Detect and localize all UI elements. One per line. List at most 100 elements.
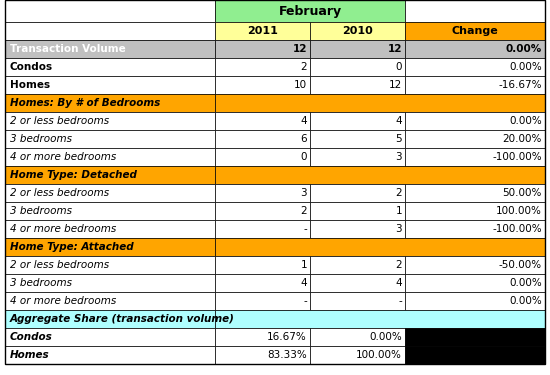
Bar <box>310 202 405 220</box>
Text: Condos: Condos <box>10 332 53 342</box>
Bar <box>215 22 310 40</box>
Text: Condos: Condos <box>10 62 53 72</box>
Bar <box>310 112 405 130</box>
Text: 2: 2 <box>300 206 307 216</box>
Bar <box>5 148 215 166</box>
Bar <box>405 292 545 310</box>
Bar <box>5 40 215 58</box>
Text: 1: 1 <box>395 206 402 216</box>
Bar <box>405 130 545 148</box>
Bar <box>310 58 405 76</box>
Text: 2 or less bedrooms: 2 or less bedrooms <box>10 188 109 198</box>
Bar <box>310 76 405 94</box>
Text: 4 or more bedrooms: 4 or more bedrooms <box>10 152 116 162</box>
Bar <box>310 292 405 310</box>
Bar <box>215 58 310 76</box>
Text: 12: 12 <box>293 44 307 54</box>
Text: 4 or more bedrooms: 4 or more bedrooms <box>10 224 116 234</box>
Bar <box>5 112 215 130</box>
Text: 0.00%: 0.00% <box>509 116 542 126</box>
Bar <box>215 238 545 256</box>
Bar <box>405 220 545 238</box>
Text: 83.33%: 83.33% <box>267 350 307 360</box>
Text: Home Type: Attached: Home Type: Attached <box>10 242 134 252</box>
Text: 50.00%: 50.00% <box>503 188 542 198</box>
Bar <box>405 76 545 94</box>
Text: 2011: 2011 <box>247 26 278 36</box>
Bar <box>5 0 215 22</box>
Text: 100.00%: 100.00% <box>356 350 402 360</box>
Bar <box>215 112 310 130</box>
Bar <box>215 274 310 292</box>
Text: Homes: By # of Bedrooms: Homes: By # of Bedrooms <box>10 98 160 108</box>
Text: 2: 2 <box>395 260 402 270</box>
Bar <box>5 256 215 274</box>
Text: 2: 2 <box>395 188 402 198</box>
Bar <box>310 328 405 346</box>
Bar <box>5 238 215 256</box>
Text: 0.00%: 0.00% <box>369 332 402 342</box>
Bar <box>215 94 545 112</box>
Text: -: - <box>398 296 402 306</box>
Bar <box>310 274 405 292</box>
Text: 3 bedrooms: 3 bedrooms <box>10 278 72 288</box>
Bar <box>5 76 215 94</box>
Bar <box>215 346 310 364</box>
Text: 6: 6 <box>300 134 307 144</box>
Text: 2: 2 <box>300 62 307 72</box>
Bar <box>215 184 310 202</box>
Bar <box>310 40 405 58</box>
Bar <box>310 148 405 166</box>
Bar <box>5 166 215 184</box>
Text: Aggregate Share (transaction volume): Aggregate Share (transaction volume) <box>10 314 235 324</box>
Text: Homes: Homes <box>10 350 49 360</box>
Text: 0.00%: 0.00% <box>509 296 542 306</box>
Bar <box>215 256 310 274</box>
Bar <box>405 274 545 292</box>
Text: February: February <box>278 4 342 18</box>
Text: 2010: 2010 <box>342 26 373 36</box>
Bar <box>310 130 405 148</box>
Text: -100.00%: -100.00% <box>492 224 542 234</box>
Bar <box>405 112 545 130</box>
Bar <box>405 328 545 346</box>
Bar <box>5 292 215 310</box>
Text: Home Type: Detached: Home Type: Detached <box>10 170 137 180</box>
Text: 1: 1 <box>300 260 307 270</box>
Bar <box>215 292 310 310</box>
Text: 4: 4 <box>395 278 402 288</box>
Bar <box>215 76 310 94</box>
Text: -: - <box>303 224 307 234</box>
Bar <box>405 202 545 220</box>
Bar <box>5 346 215 364</box>
Bar <box>5 202 215 220</box>
Text: 12: 12 <box>389 80 402 90</box>
Text: 12: 12 <box>388 44 402 54</box>
Text: 3: 3 <box>395 152 402 162</box>
Bar <box>215 40 310 58</box>
Bar <box>310 256 405 274</box>
Bar <box>405 58 545 76</box>
Bar <box>5 58 215 76</box>
Text: Homes: Homes <box>10 80 50 90</box>
Text: 100.00%: 100.00% <box>496 206 542 216</box>
Bar <box>5 184 215 202</box>
Bar <box>405 346 545 364</box>
Text: 10: 10 <box>294 80 307 90</box>
Text: -100.00%: -100.00% <box>492 152 542 162</box>
Text: 0.00%: 0.00% <box>509 278 542 288</box>
Text: 3: 3 <box>300 188 307 198</box>
Text: 4: 4 <box>395 116 402 126</box>
Text: 0: 0 <box>300 152 307 162</box>
Bar <box>215 202 310 220</box>
Bar <box>5 310 215 328</box>
Text: -50.00%: -50.00% <box>499 260 542 270</box>
Text: 0.00%: 0.00% <box>509 62 542 72</box>
Bar <box>5 328 215 346</box>
Text: 16.67%: 16.67% <box>267 332 307 342</box>
Bar <box>5 22 215 40</box>
Bar <box>215 130 310 148</box>
Bar <box>5 220 215 238</box>
Text: 2 or less bedrooms: 2 or less bedrooms <box>10 116 109 126</box>
Text: -: - <box>303 296 307 306</box>
